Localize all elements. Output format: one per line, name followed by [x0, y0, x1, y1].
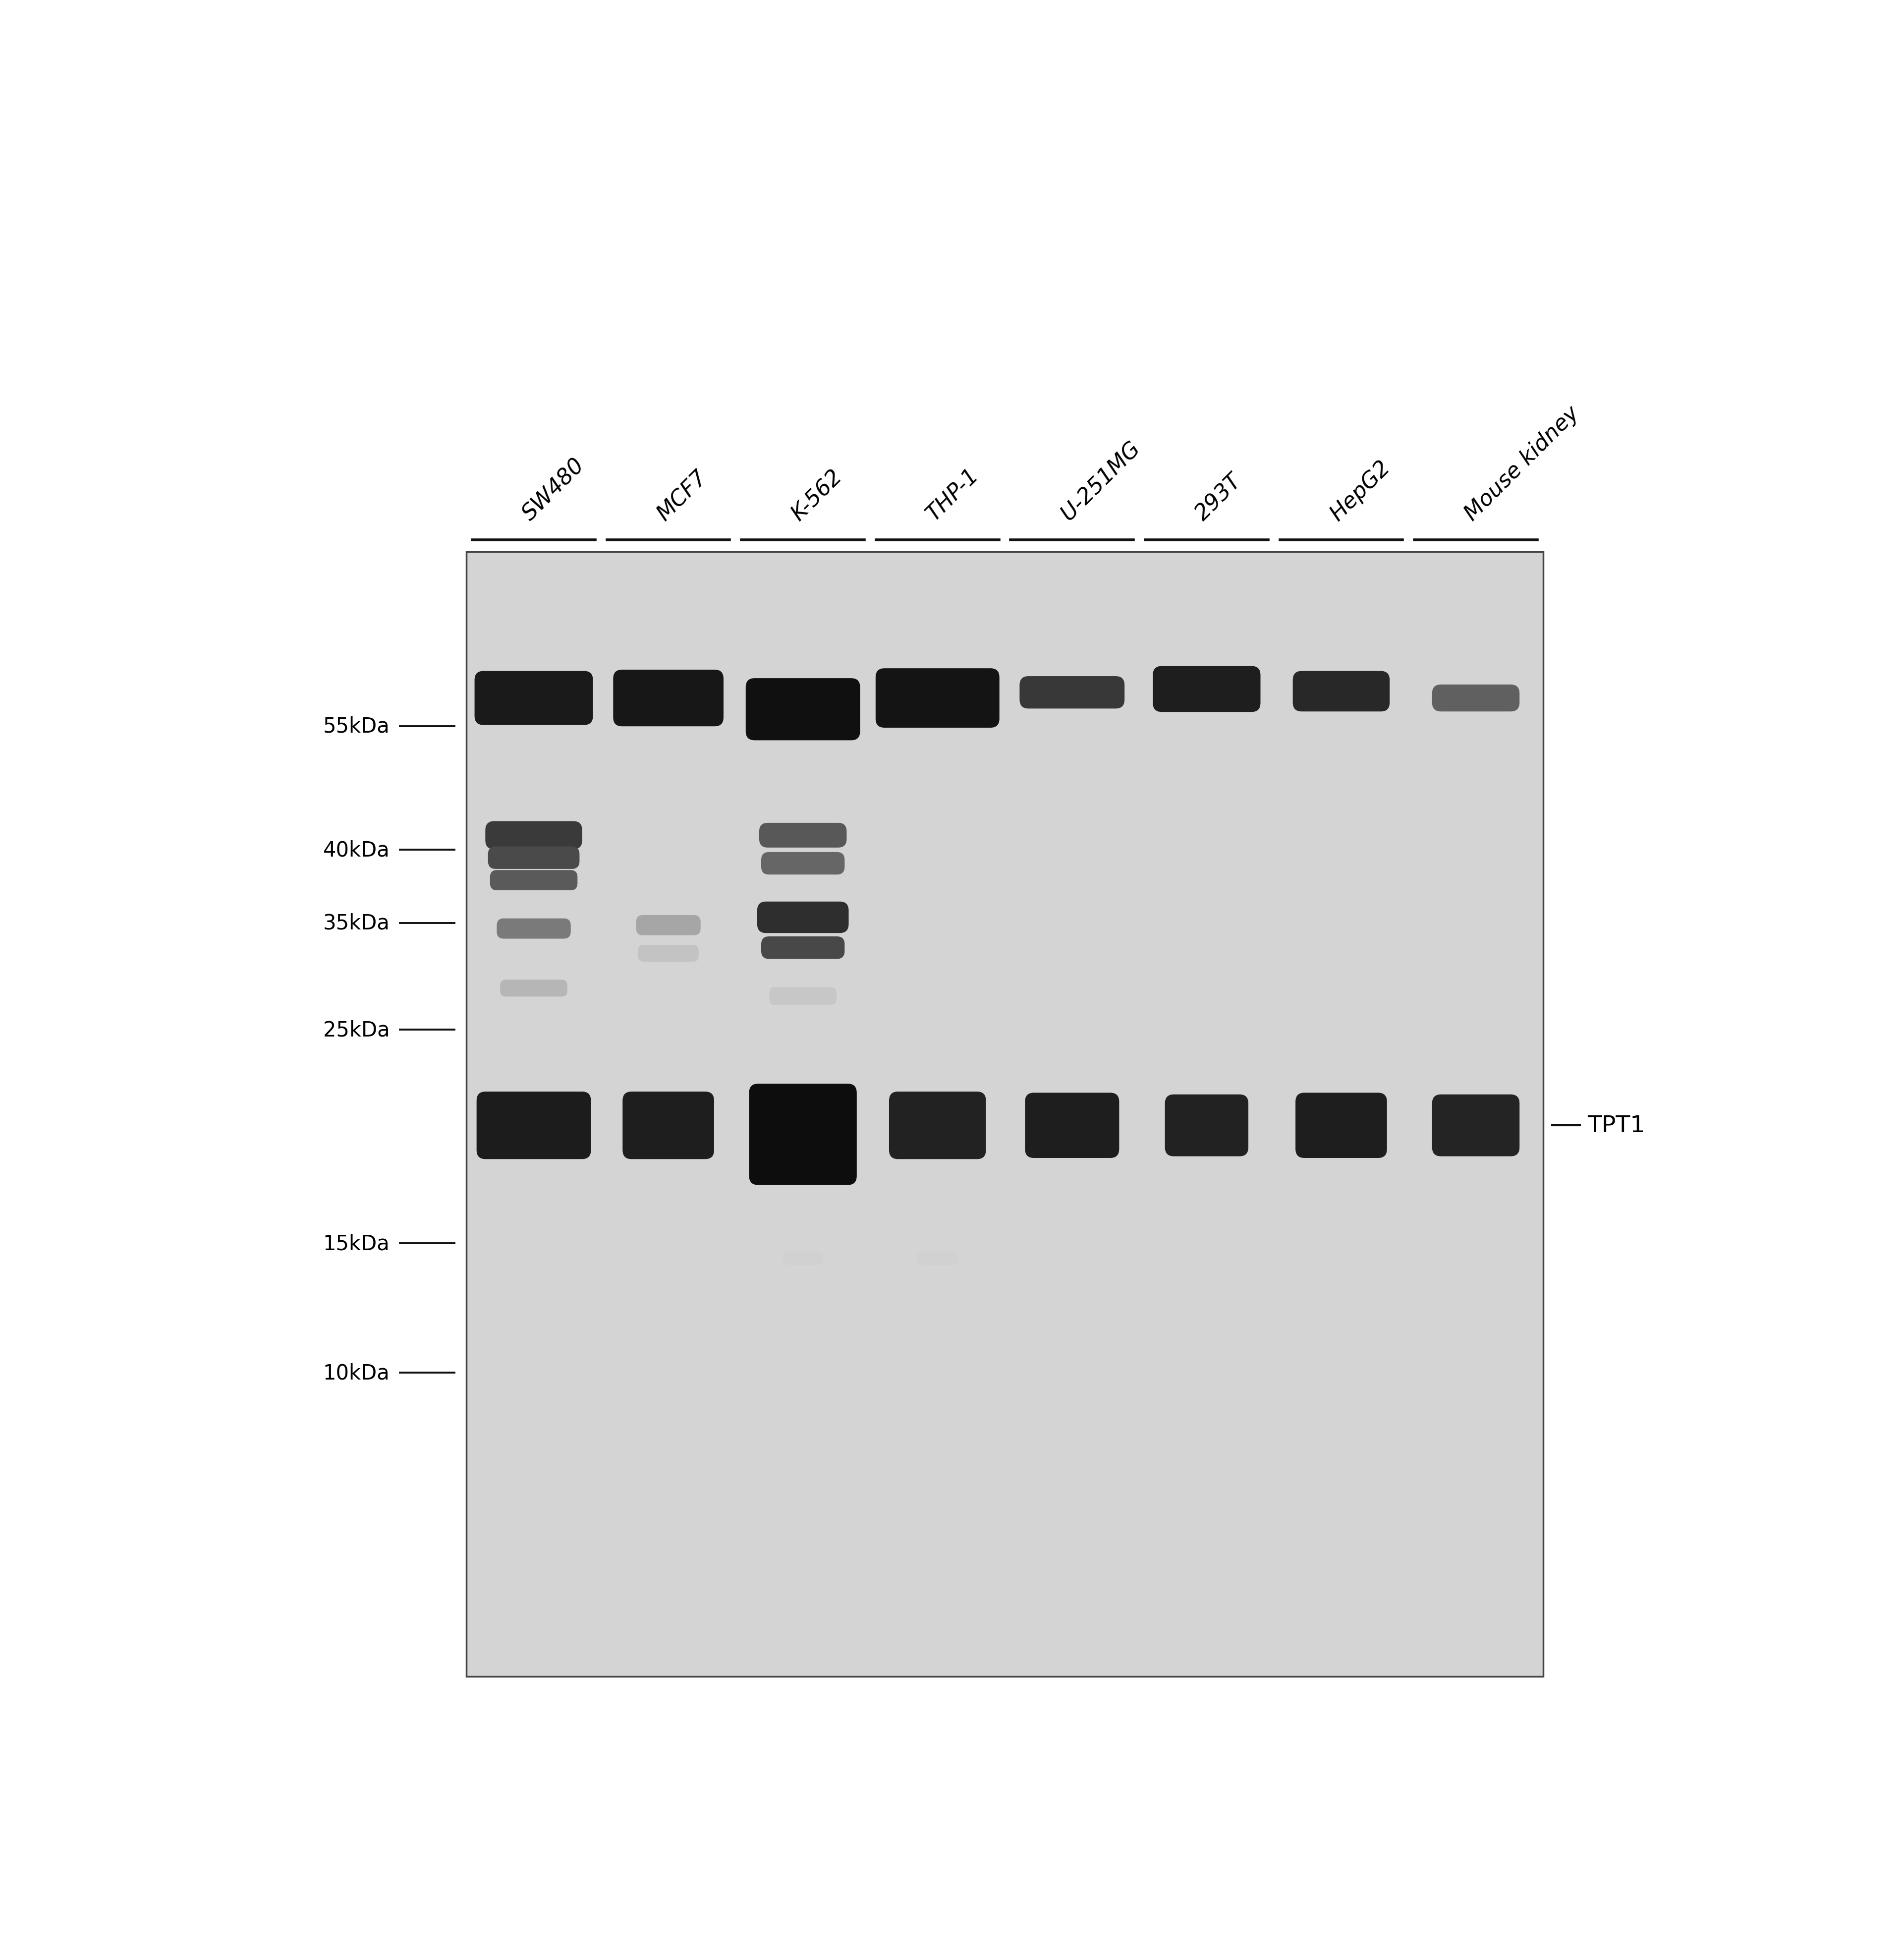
- Text: 15kDa: 15kDa: [324, 1233, 390, 1254]
- Text: HepG2: HepG2: [1326, 457, 1395, 525]
- FancyBboxPatch shape: [476, 1092, 592, 1158]
- FancyBboxPatch shape: [1296, 1094, 1387, 1158]
- FancyBboxPatch shape: [761, 937, 845, 958]
- Text: K-562: K-562: [788, 466, 847, 525]
- FancyBboxPatch shape: [1433, 684, 1519, 711]
- Text: 55kDa: 55kDa: [324, 715, 390, 737]
- Text: Mouse kidney: Mouse kidney: [1462, 402, 1583, 525]
- FancyBboxPatch shape: [1433, 1094, 1519, 1156]
- FancyBboxPatch shape: [761, 853, 845, 874]
- FancyBboxPatch shape: [759, 823, 847, 849]
- FancyBboxPatch shape: [500, 980, 567, 998]
- FancyBboxPatch shape: [769, 988, 837, 1005]
- FancyBboxPatch shape: [1165, 1094, 1248, 1156]
- FancyBboxPatch shape: [875, 668, 999, 727]
- FancyBboxPatch shape: [757, 902, 849, 933]
- Text: TPT1: TPT1: [1587, 1115, 1644, 1137]
- Bar: [466, 553, 1543, 1676]
- FancyBboxPatch shape: [622, 1092, 714, 1158]
- FancyBboxPatch shape: [487, 847, 580, 868]
- FancyBboxPatch shape: [1026, 1094, 1119, 1158]
- Text: THP-1: THP-1: [923, 465, 982, 525]
- Text: 293T: 293T: [1191, 470, 1246, 525]
- FancyBboxPatch shape: [636, 915, 700, 935]
- Text: 35kDa: 35kDa: [324, 913, 390, 933]
- FancyBboxPatch shape: [485, 821, 582, 849]
- FancyBboxPatch shape: [746, 678, 860, 741]
- FancyBboxPatch shape: [750, 1084, 856, 1186]
- FancyBboxPatch shape: [474, 672, 594, 725]
- Text: SW480: SW480: [520, 455, 588, 525]
- FancyBboxPatch shape: [1020, 676, 1125, 710]
- FancyBboxPatch shape: [782, 1252, 824, 1264]
- FancyBboxPatch shape: [917, 1252, 957, 1264]
- Text: 40kDa: 40kDa: [324, 839, 390, 860]
- Text: MCF7: MCF7: [653, 466, 712, 525]
- FancyBboxPatch shape: [638, 945, 698, 962]
- Text: U-251MG: U-251MG: [1056, 437, 1144, 525]
- Text: 25kDa: 25kDa: [324, 1019, 390, 1041]
- FancyBboxPatch shape: [491, 870, 577, 890]
- FancyBboxPatch shape: [613, 670, 723, 727]
- FancyBboxPatch shape: [1153, 666, 1260, 711]
- FancyBboxPatch shape: [497, 919, 571, 939]
- FancyBboxPatch shape: [889, 1092, 986, 1158]
- Text: 10kDa: 10kDa: [324, 1362, 390, 1384]
- FancyBboxPatch shape: [1292, 672, 1389, 711]
